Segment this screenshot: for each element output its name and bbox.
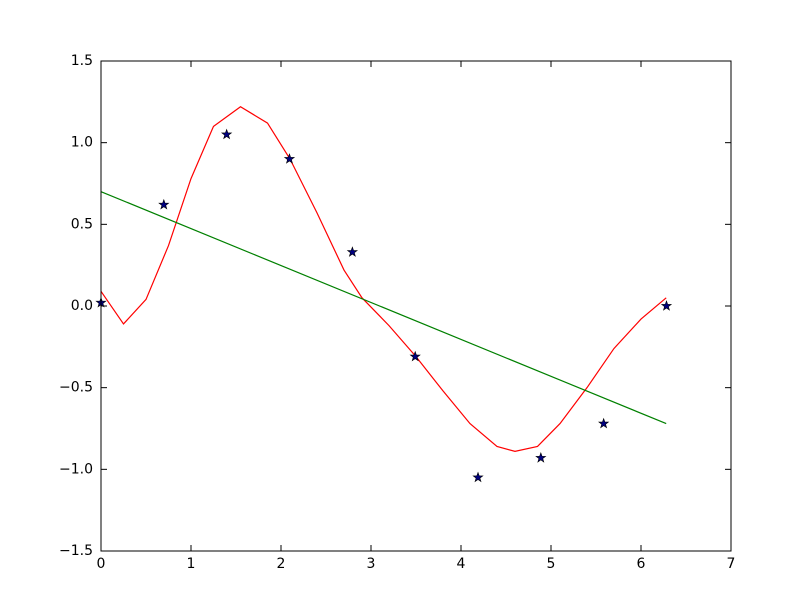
point	[598, 417, 610, 429]
line	[100, 191, 667, 425]
line	[100, 106, 667, 452]
x-tick-label: 6	[637, 556, 646, 572]
x-tick-label: 0	[97, 556, 106, 572]
point	[221, 128, 233, 140]
point	[660, 300, 673, 311]
y-tick-label: 0.5	[71, 216, 93, 232]
y-tick-label: −0.5	[59, 380, 93, 396]
x-tick-label: 2	[277, 556, 286, 572]
y-tick-label: 0.0	[71, 298, 93, 314]
x-tick-label: 1	[187, 556, 196, 572]
point	[158, 198, 170, 210]
x-tick-label: 4	[457, 556, 466, 572]
y-tick-label: 1.0	[71, 135, 93, 151]
point	[346, 246, 358, 257]
point	[409, 350, 421, 362]
y-tick-label: 1.5	[71, 53, 93, 69]
y-tick-label: −1.5	[59, 543, 93, 559]
point	[535, 451, 547, 463]
plot-frame	[100, 60, 732, 552]
x-tick-label: 3	[367, 556, 376, 572]
x-tick-label: 7	[727, 556, 736, 572]
point	[472, 471, 484, 483]
point	[283, 153, 296, 164]
y-tick-label: −1.0	[59, 461, 93, 477]
x-tick-label: 5	[547, 556, 556, 572]
plot-area	[101, 61, 731, 551]
